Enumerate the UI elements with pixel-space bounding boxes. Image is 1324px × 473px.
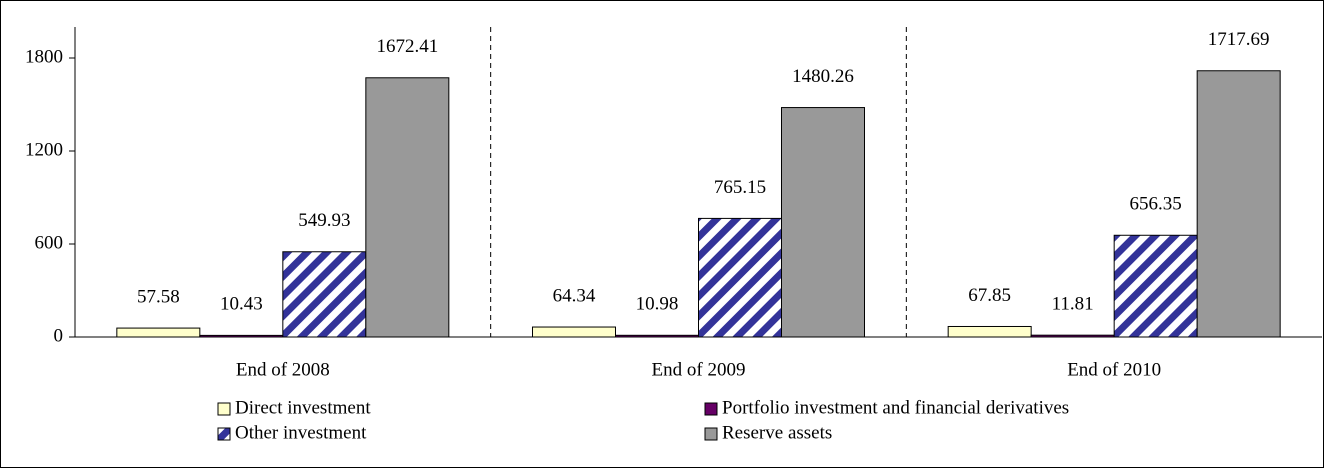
legend-swatch (217, 402, 231, 416)
bar (1196, 70, 1281, 338)
bar (1030, 334, 1115, 338)
legend-label: Other investment (235, 422, 367, 443)
y-tick-label: 1200 (25, 139, 63, 160)
y-tick-label: 0 (54, 325, 64, 346)
y-tick-label: 1800 (25, 46, 63, 67)
legend-swatch (217, 427, 231, 441)
bar (282, 251, 367, 338)
legend-swatch (704, 402, 718, 416)
data-label: 1717.69 (1208, 29, 1270, 50)
data-label: 549.93 (298, 210, 350, 231)
x-tick-label: End of 2009 (652, 359, 746, 380)
bar (947, 325, 1032, 338)
bar (698, 217, 782, 338)
data-label: 1672.41 (376, 36, 438, 57)
bar (781, 107, 865, 338)
data-label: 11.81 (1052, 294, 1094, 315)
legend-label: Direct investment (235, 397, 371, 418)
bar (199, 334, 284, 338)
data-label: 10.98 (636, 294, 679, 315)
data-label: 1480.26 (792, 66, 854, 87)
y-tick-label: 600 (35, 232, 64, 253)
legend-label: Reserve assets (722, 422, 832, 443)
bar (615, 334, 699, 338)
bar (532, 326, 616, 338)
bar (116, 327, 201, 338)
data-label: 64.34 (553, 285, 596, 306)
data-label: 765.15 (714, 177, 766, 198)
legend-swatch (704, 427, 718, 441)
x-tick-label: End of 2008 (236, 359, 330, 380)
bar (1113, 234, 1198, 338)
data-label: 10.43 (220, 294, 263, 315)
x-tick-label: End of 2010 (1067, 359, 1161, 380)
data-label: 57.58 (137, 286, 180, 307)
data-label: 656.35 (1130, 194, 1182, 215)
bar (365, 77, 450, 338)
data-label: 67.85 (968, 285, 1011, 306)
legend-label: Portfolio investment and financial deriv… (722, 397, 1069, 418)
